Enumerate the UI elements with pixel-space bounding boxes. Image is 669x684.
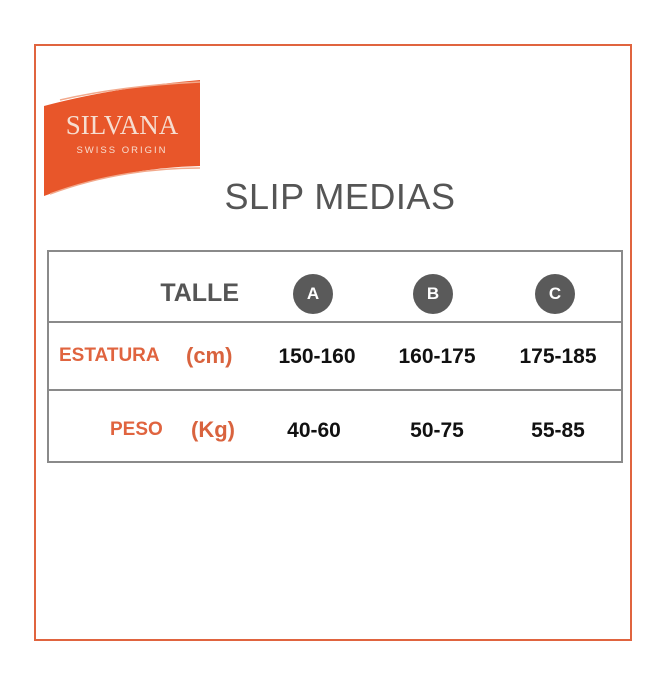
outer-frame xyxy=(34,44,632,641)
estatura-label: ESTATURA xyxy=(59,345,160,366)
logo-tagline-text: SWISS ORIGIN xyxy=(76,145,167,156)
peso-label: PESO xyxy=(110,419,163,440)
divider xyxy=(49,389,621,391)
size-badge-a: A xyxy=(293,274,333,314)
size-table: TALLE A B C ESTATURA (cm) 150-160 160-17… xyxy=(47,250,623,463)
estatura-value-c: 175-185 xyxy=(519,345,597,368)
talle-header: TALLE xyxy=(160,279,239,307)
peso-unit: (Kg) xyxy=(191,417,235,442)
page-title: SLIP MEDIAS xyxy=(224,176,456,217)
size-badge-b: B xyxy=(413,274,453,314)
silvana-logo: SILVANA SWISS ORIGIN xyxy=(44,80,201,196)
divider xyxy=(49,321,621,323)
estatura-value-b: 160-175 xyxy=(398,345,476,368)
estatura-unit: (cm) xyxy=(186,343,233,368)
peso-value-a: 40-60 xyxy=(287,419,341,442)
estatura-value-a: 150-160 xyxy=(278,345,356,368)
peso-value-c: 55-85 xyxy=(531,419,585,442)
logo-brand-text: SILVANA xyxy=(66,110,179,140)
peso-value-b: 50-75 xyxy=(410,419,464,442)
size-badge-c: C xyxy=(535,274,575,314)
